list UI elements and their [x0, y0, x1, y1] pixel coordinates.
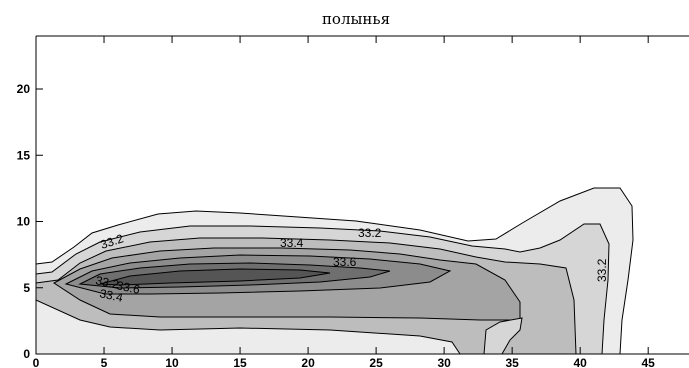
contour-label: 33.2 — [99, 231, 126, 252]
x-tick-label: 25 — [369, 356, 383, 368]
x-tick-label: 5 — [101, 356, 108, 368]
x-tick-label: 35 — [505, 356, 519, 368]
contour-label: 33.2 — [94, 273, 120, 292]
contour-label: 33.6 — [333, 255, 357, 269]
y-tick-label: 10 — [17, 215, 31, 229]
contour-plot-area — [35, 187, 634, 355]
x-tick-label: 40 — [573, 356, 587, 368]
x-tick-label: 15 — [233, 356, 247, 368]
x-tick-label: 45 — [642, 356, 656, 368]
contour-label: 33.4 — [98, 286, 124, 305]
contour-label: 33.2 — [358, 226, 382, 240]
x-tick-label: 20 — [301, 356, 315, 368]
contour-label: 33.2 — [595, 258, 609, 282]
contour-band-7 — [99, 268, 331, 286]
x-tick-label: 0 — [33, 356, 40, 368]
contour-band-8 — [35, 299, 461, 355]
contour-label-layer: 33.2 33.4 33.6 33.2 33.6 33.4 33.2 33.2 — [94, 226, 609, 305]
y-tick-label: 20 — [17, 82, 31, 96]
y-tick-label: 15 — [17, 148, 31, 162]
y-tick-label: 5 — [23, 281, 30, 295]
tick-layer: 0 5 10 15 20 25 30 35 40 45 0 5 10 15 20 — [17, 36, 656, 368]
contour-band-9 — [483, 317, 523, 355]
x-tick-label: 10 — [165, 356, 179, 368]
y-tick-label: 0 — [23, 347, 30, 361]
x-tick-label: 30 — [437, 356, 451, 368]
contour-label: 33.6 — [115, 278, 141, 297]
chart-title: полынья — [322, 10, 390, 28]
axes: 0 5 10 15 20 25 30 35 40 45 0 5 10 15 20 — [17, 35, 689, 368]
contour-label: 33.4 — [280, 236, 304, 250]
